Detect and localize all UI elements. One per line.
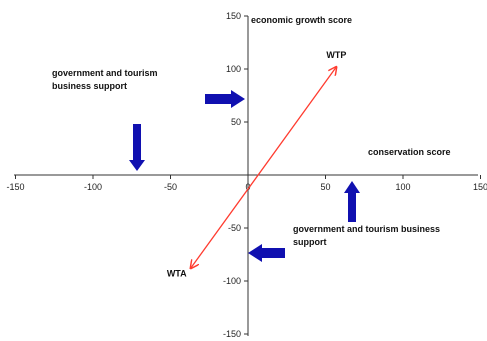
x-tick-label: 100 <box>395 182 410 192</box>
annotation-top-left-line-2: business support <box>52 81 127 91</box>
x-axis-title: conservation score <box>368 147 451 157</box>
annotation-bottom-right: government and tourism business support <box>293 224 443 247</box>
x-tick-label: 150 <box>473 182 487 192</box>
y-tick-label: 150 <box>226 11 241 21</box>
annotation-bottom-right-line-1: government and tourism business <box>293 224 440 234</box>
arrow-right <box>205 90 245 108</box>
arrow-up <box>344 181 360 222</box>
wtp-wta-line <box>191 67 337 268</box>
x-tick-label: 50 <box>320 182 330 192</box>
annotation-top-left: government and tourism business support <box>52 68 160 91</box>
y-axis-title: economic growth score <box>251 15 352 25</box>
annotation-bottom-right-line-2: support <box>293 237 327 247</box>
point-label-wta: WTA <box>167 268 187 278</box>
y-tick-label: 50 <box>231 117 241 127</box>
arrows-layer <box>129 90 360 262</box>
arrow-down <box>129 124 145 171</box>
series-layer: WTA WTP <box>167 50 347 278</box>
arrow-left <box>248 244 285 262</box>
x-tick-label: -50 <box>164 182 177 192</box>
y-tick-label: -150 <box>223 329 241 339</box>
x-tick-label: -100 <box>84 182 102 192</box>
y-tick-label: -50 <box>228 223 241 233</box>
y-tick-label: -100 <box>223 276 241 286</box>
x-tick-label: -150 <box>6 182 24 192</box>
annotation-top-left-line-1: government and tourism <box>52 68 158 78</box>
x-axis-ticks: -150 -100 -50 0 50 100 150 <box>6 175 487 192</box>
y-tick-label: 100 <box>226 64 241 74</box>
point-label-wtp: WTP <box>326 50 346 60</box>
